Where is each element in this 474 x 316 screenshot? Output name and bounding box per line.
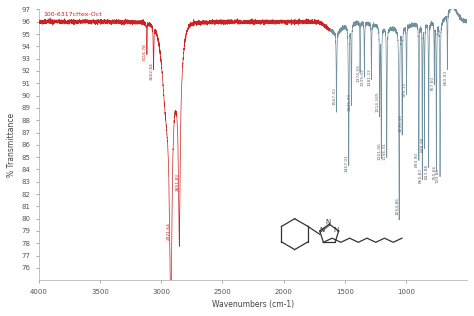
Text: 100-6317cHex-Oct: 100-6317cHex-Oct xyxy=(43,12,102,17)
Text: 3116.78: 3116.78 xyxy=(143,44,147,61)
Text: 2851.83: 2851.83 xyxy=(175,173,179,191)
Text: 1201.06: 1201.06 xyxy=(377,142,381,160)
Text: 1445.73: 1445.73 xyxy=(347,93,351,111)
Text: 2921.64: 2921.64 xyxy=(167,222,171,240)
Text: 1374.55: 1374.55 xyxy=(356,64,360,82)
Text: 720.86: 720.86 xyxy=(436,168,440,183)
Text: 1156.31: 1156.31 xyxy=(383,142,387,160)
Y-axis label: % Transmittance: % Transmittance xyxy=(7,113,16,177)
Text: 750.66: 750.66 xyxy=(432,164,437,179)
Text: 813.88: 813.88 xyxy=(425,164,428,179)
Text: 893.90: 893.90 xyxy=(415,152,419,167)
Text: 1339.02: 1339.02 xyxy=(360,68,365,86)
Text: 660.93: 660.93 xyxy=(443,70,447,85)
Text: 1214.345: 1214.345 xyxy=(376,91,380,112)
Text: 1467.01: 1467.01 xyxy=(345,154,349,172)
Text: 3062.84: 3062.84 xyxy=(149,62,154,80)
Text: 995.11: 995.11 xyxy=(402,82,407,97)
Text: 767.60: 767.60 xyxy=(430,76,434,91)
Text: 1567.02: 1567.02 xyxy=(332,87,337,105)
Text: 865.87: 865.87 xyxy=(418,168,422,183)
Text: 1030.43: 1030.43 xyxy=(398,114,402,131)
Text: 1054.86: 1054.86 xyxy=(395,197,399,215)
Text: 1281.23: 1281.23 xyxy=(367,68,372,86)
Text: 848.28: 848.28 xyxy=(420,137,424,152)
X-axis label: Wavenumbers (cm-1): Wavenumbers (cm-1) xyxy=(212,300,294,309)
